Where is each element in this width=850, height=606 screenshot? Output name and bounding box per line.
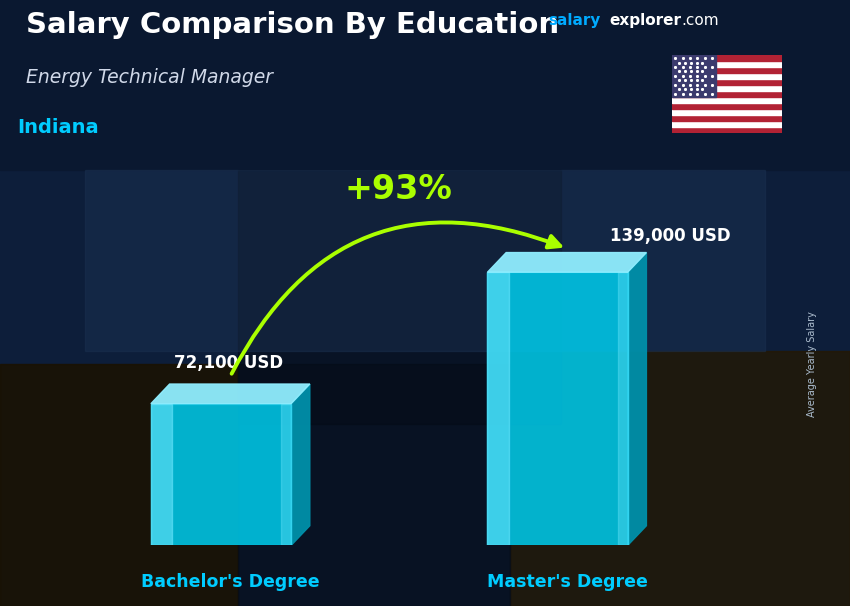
Text: +93%: +93%	[345, 173, 452, 206]
Bar	[672, 67, 782, 73]
FancyArrowPatch shape	[232, 222, 560, 374]
Bar	[672, 127, 782, 133]
Bar	[0, 364, 238, 606]
Polygon shape	[487, 253, 646, 272]
Text: Average Yearly Salary: Average Yearly Salary	[807, 311, 817, 416]
Text: Bachelor's Degree: Bachelor's Degree	[141, 573, 320, 591]
Polygon shape	[151, 404, 291, 545]
Text: Master's Degree: Master's Degree	[486, 573, 648, 591]
Text: 139,000 USD: 139,000 USD	[610, 227, 731, 245]
Bar	[672, 103, 782, 109]
Polygon shape	[151, 404, 172, 545]
Polygon shape	[291, 384, 309, 545]
Text: Salary Comparison By Education: Salary Comparison By Education	[26, 11, 558, 39]
Bar	[672, 73, 782, 79]
Bar	[672, 109, 782, 115]
Bar	[672, 55, 716, 97]
Polygon shape	[618, 272, 627, 545]
Bar	[238, 170, 561, 424]
Polygon shape	[487, 272, 627, 545]
Polygon shape	[627, 253, 646, 545]
Bar	[0, 0, 850, 170]
Bar	[510, 351, 850, 606]
Text: 72,100 USD: 72,100 USD	[174, 355, 283, 372]
Polygon shape	[487, 272, 508, 545]
Polygon shape	[281, 404, 291, 545]
Polygon shape	[151, 384, 309, 404]
Text: explorer: explorer	[609, 13, 682, 28]
Bar	[672, 79, 782, 85]
Bar	[672, 91, 782, 97]
Bar	[672, 97, 782, 103]
Bar	[672, 61, 782, 67]
Bar	[85, 170, 765, 351]
Text: .com: .com	[682, 13, 719, 28]
Text: salary: salary	[548, 13, 601, 28]
Text: Energy Technical Manager: Energy Technical Manager	[26, 68, 273, 87]
Bar	[672, 55, 782, 61]
Bar	[238, 364, 510, 606]
Text: Indiana: Indiana	[17, 118, 99, 137]
Bar	[672, 115, 782, 121]
Bar	[672, 85, 782, 91]
Bar	[672, 121, 782, 127]
